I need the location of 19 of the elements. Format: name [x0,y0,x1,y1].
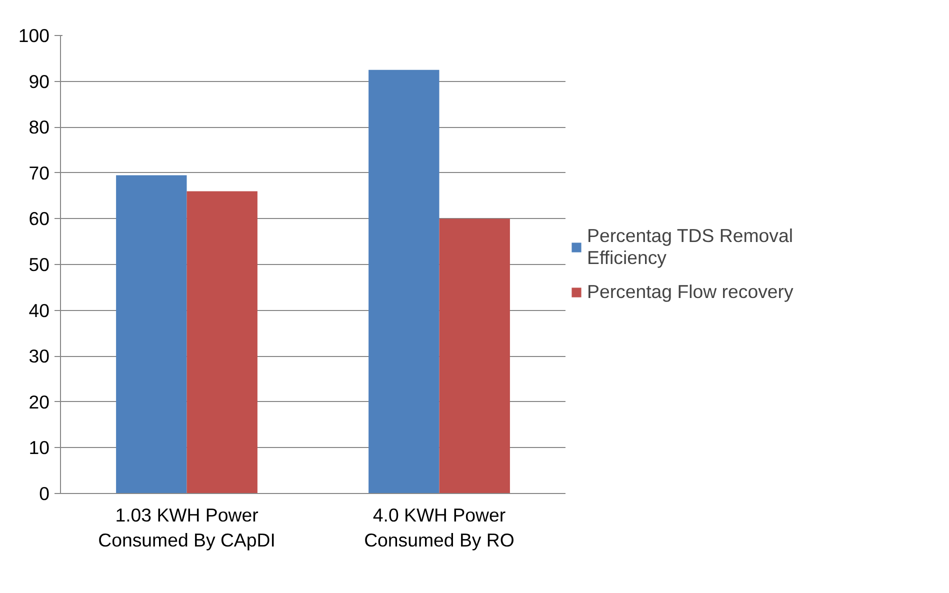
y-tick-label: 0 [39,483,50,504]
bar [439,218,510,494]
y-tick-label: 10 [28,437,50,458]
bar [186,191,258,494]
bar [116,175,187,494]
y-tick-label: 50 [28,254,50,275]
y-tick-label: 60 [28,208,50,230]
y-tick-label: 100 [18,25,50,46]
legend-label: Percentag TDS Removal Efficiency [587,225,794,269]
y-tick-label: 20 [28,391,50,412]
bar [368,70,440,494]
y-tick-label: 40 [28,300,50,321]
y-tick-label: 90 [28,70,50,92]
x-tick-label: 4.0 KWH Power Consumed By RO [364,504,514,551]
legend-label: Percentag Flow recovery [587,281,794,303]
y-tick-label: 70 [28,162,50,184]
y-tick-label: 30 [28,346,50,367]
y-tick-label: 80 [28,116,50,138]
x-tick-label: 1.03 KWH Power Consumed By CApDI [98,504,276,551]
